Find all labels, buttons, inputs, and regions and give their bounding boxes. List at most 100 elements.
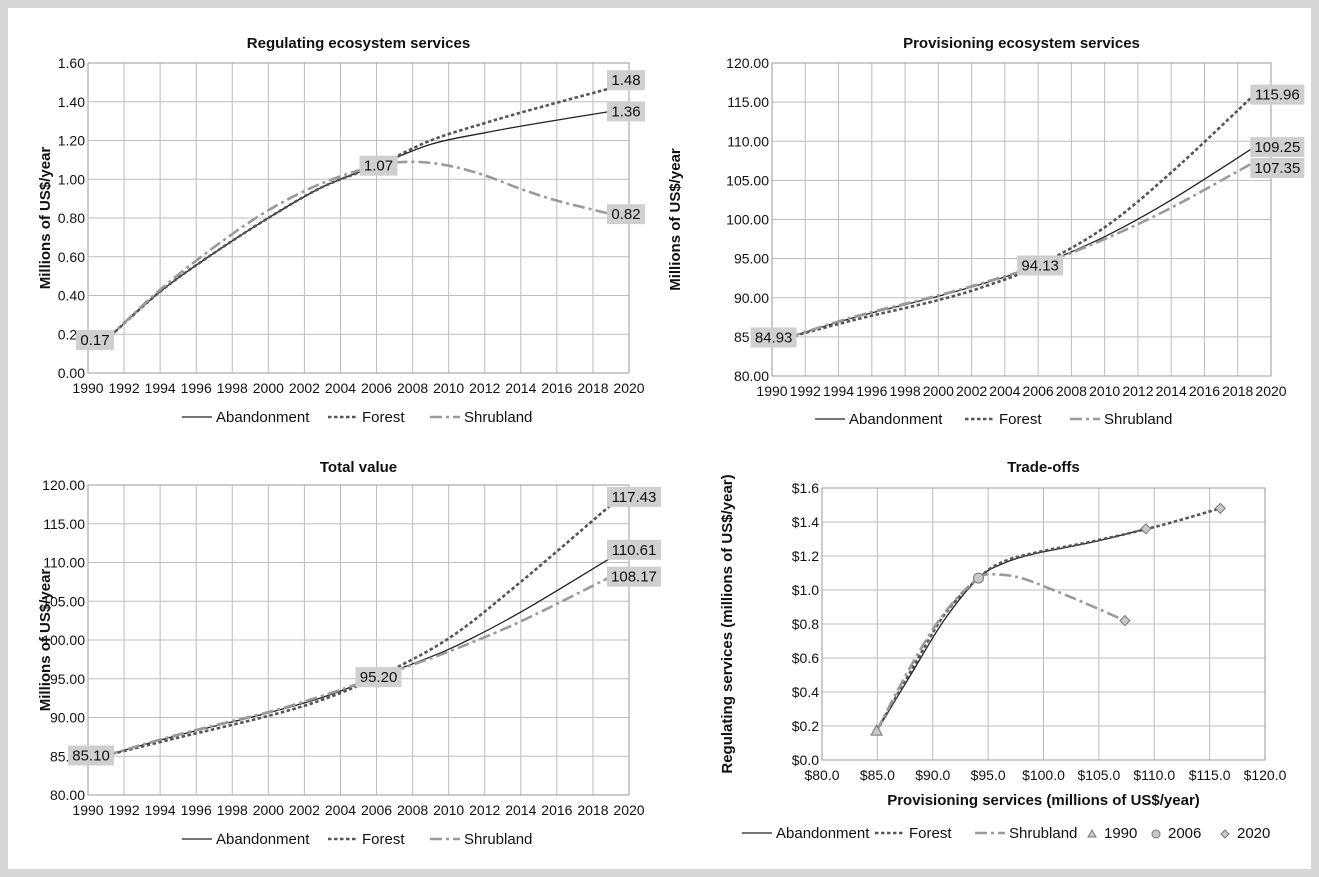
series-line-forest	[788, 93, 1256, 339]
x-tick-label: 2016	[1189, 383, 1220, 399]
x-tick-label: 2020	[613, 802, 644, 818]
data-label: 107.35	[1254, 160, 1300, 177]
x-tick-label: 2020	[613, 380, 644, 396]
data-label: 84.93	[755, 329, 793, 346]
y-tick-label: 110.00	[43, 555, 85, 571]
x-tick-label: 2014	[505, 380, 536, 396]
series-line-abandonment	[788, 146, 1255, 339]
data-label-box	[359, 155, 398, 176]
legend-label: Abandonment	[216, 409, 310, 426]
marker-2020	[1119, 614, 1131, 627]
data-label: 108.17	[611, 569, 657, 586]
data-label-box	[68, 745, 115, 766]
legend-label: Shrubland	[464, 831, 532, 848]
x-tick-label: 2018	[577, 380, 608, 396]
x-tick-label: $120.0	[1244, 767, 1287, 783]
y-tick-label: $0.4	[792, 684, 819, 700]
legend-marker-diamond	[1220, 829, 1230, 839]
x-tick-label: 1996	[181, 380, 212, 396]
y-tick-label: $1.0	[792, 582, 819, 598]
legend-label: Forest	[362, 831, 405, 848]
data-label: 95.20	[360, 669, 398, 686]
x-tick-label: 2000	[253, 802, 284, 818]
y-tick-label: 1.00	[58, 171, 85, 187]
chart-title: Provisioning ecosystem services	[903, 35, 1140, 52]
data-label-box	[606, 566, 661, 587]
chart-tradeoffs: Trade-offs $80.0 $85.0 $90.0 $95.0 $100.0 $105…	[719, 459, 1287, 842]
data-label-box	[355, 667, 402, 688]
y-tick-label: 1.60	[58, 55, 85, 71]
x-tick-label: 2006	[361, 380, 392, 396]
data-label: 110.61	[612, 542, 657, 559]
data-label: 109.25	[1254, 139, 1300, 156]
x-tick-label: 2012	[469, 802, 500, 818]
data-label-box	[76, 330, 115, 351]
x-tick-label: 2010	[433, 802, 464, 818]
x-tick-label: 1992	[108, 380, 139, 396]
y-axis-label: Millions of US$/year	[37, 147, 54, 290]
legend-marker-triangle	[1087, 828, 1097, 838]
data-label-box	[606, 101, 645, 122]
y-axis-label: Millions of US$/year	[667, 148, 684, 291]
y-tick-label: 115.00	[43, 516, 85, 532]
x-tick-label: 1998	[217, 380, 248, 396]
y-tick-label: 0.40	[58, 288, 85, 304]
marker-1990	[870, 724, 883, 736]
legend-label: Shrubland	[464, 409, 532, 426]
x-tick-label: 2014	[505, 802, 536, 818]
data-label: 0.17	[80, 332, 109, 349]
y-tick-label: 105.00	[42, 593, 85, 609]
x-axis-label: Provisioning services (millions of US$/y…	[887, 792, 1200, 809]
data-label: 117.43	[612, 489, 657, 506]
y-tick-label: 120.00	[726, 55, 769, 71]
marker-2006	[972, 572, 984, 584]
data-label: 0.82	[611, 206, 640, 223]
y-tick-label: 1.40	[58, 94, 85, 110]
chart-title: Trade-offs	[1007, 459, 1080, 476]
x-tick-label: 1992	[790, 383, 821, 399]
x-tick-label: 1994	[823, 383, 854, 399]
x-tick-label: 1990	[72, 802, 103, 818]
data-label-box	[1250, 84, 1305, 105]
legend-label: Shrubland	[1009, 825, 1077, 842]
chart-title: Regulating ecosystem services	[247, 35, 470, 52]
y-tick-label: 115.00	[727, 94, 769, 110]
x-tick-label: $95.0	[971, 767, 1006, 783]
data-label: 1.07	[364, 158, 393, 175]
plot-area	[821, 487, 1266, 761]
legend-label: Forest	[909, 825, 952, 842]
series-line-shrubland	[875, 572, 1126, 732]
y-tick-label: $0.0	[792, 752, 819, 768]
y-tick-label: 80.00	[734, 368, 769, 384]
x-tick-label: 2012	[1122, 383, 1153, 399]
x-tick-label: 2002	[289, 380, 320, 396]
y-tick-label: $1.6	[792, 480, 819, 496]
x-tick-label: 1994	[145, 802, 176, 818]
data-label: 1.48	[611, 72, 640, 89]
y-tick-label: $1.2	[792, 548, 819, 564]
y-tick-label: 0.80	[58, 210, 85, 226]
x-tick-label: 2000	[253, 380, 284, 396]
x-tick-label: 2008	[397, 802, 428, 818]
x-tick-label: 2006	[361, 802, 392, 818]
y-tick-label: 90.00	[50, 710, 85, 726]
x-tick-label: $105.0	[1077, 767, 1120, 783]
x-tick-label: 2004	[989, 383, 1020, 399]
y-tick-label: 0.00	[58, 365, 85, 381]
plot-area	[87, 484, 630, 796]
series-line-forest	[105, 86, 612, 342]
legend-label: Forest	[362, 409, 405, 426]
y-tick-label: 80.00	[50, 787, 85, 803]
legend-label: 2006	[1168, 825, 1201, 842]
series-line-abandonment	[105, 557, 612, 757]
x-tick-label: 2014	[1156, 383, 1187, 399]
x-tick-label: 1996	[856, 383, 887, 399]
series-line-abandonment	[105, 110, 612, 341]
y-tick-label: 105.00	[726, 172, 769, 188]
y-axis-label: Regulating services (millions of US$/yea…	[719, 474, 736, 773]
y-axis-label: Millions of US$/year	[37, 569, 54, 712]
y-tick-label: $0.8	[792, 616, 819, 632]
legend-label: Abandonment	[216, 831, 310, 848]
legend-label: Abandonment	[849, 411, 943, 428]
